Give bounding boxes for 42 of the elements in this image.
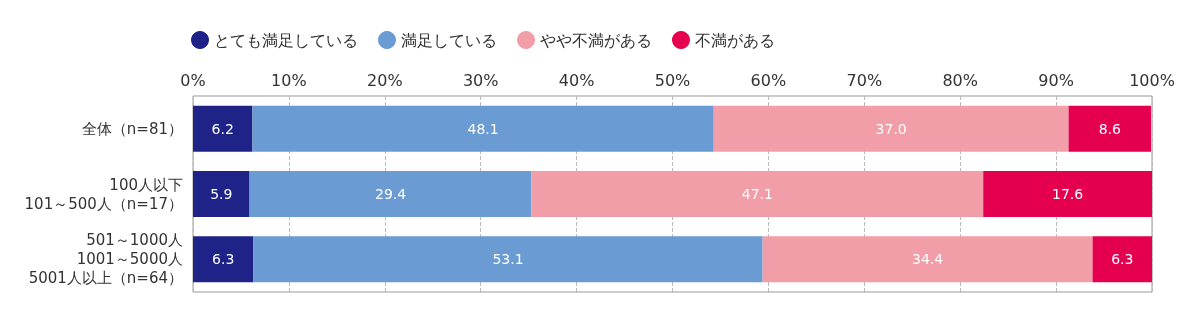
bar <box>1068 105 1152 152</box>
legend-label: やや不満がある <box>540 30 652 50</box>
bar <box>1092 236 1152 283</box>
legend-label: 不満がある <box>695 30 775 50</box>
y-tick-label: 全体（n=81） <box>81 119 183 138</box>
x-tick-label: 0% <box>180 70 206 90</box>
bar <box>193 171 250 217</box>
x-tick-label: 100% <box>1129 70 1175 90</box>
text: 17.6 <box>1052 186 1084 202</box>
text: 34.4 <box>912 251 944 268</box>
bar <box>253 236 763 283</box>
legend-label: 満足している <box>401 30 497 50</box>
text: 37.0 <box>875 120 907 137</box>
x-tick-label: 80% <box>942 70 978 90</box>
text: 53.1 <box>492 251 524 268</box>
text: 5.9 <box>210 186 233 202</box>
x-tick-label: 50% <box>654 70 691 90</box>
x-tick-label: 40% <box>558 70 595 90</box>
x-tick-label: 60% <box>750 70 787 90</box>
x-tick-label: 10% <box>271 70 307 90</box>
x-tick-label: 90% <box>1038 70 1074 90</box>
text: 6.2 <box>211 120 234 137</box>
y-tick-label: 100人以下 101～500人（n=17） <box>24 175 183 213</box>
bar <box>252 105 714 152</box>
text: 47.1 <box>741 186 773 202</box>
text: 29.4 <box>374 186 407 202</box>
bar <box>531 171 984 217</box>
y-tick-label: 501～1000人 1001～5000人 5001人以上（n=64） <box>28 231 183 288</box>
x-tick-label: 20% <box>367 70 403 90</box>
bar <box>193 105 253 152</box>
bar <box>713 105 1069 152</box>
bar <box>762 236 1093 283</box>
x-tick-label: 30% <box>462 70 499 90</box>
bar <box>193 236 254 283</box>
legend-label: とても満足している <box>214 30 358 50</box>
bar <box>983 171 1152 217</box>
text: 6.3 <box>1111 251 1134 268</box>
text: 8.6 <box>1098 120 1121 137</box>
bar <box>249 171 532 217</box>
x-tick-label: 70% <box>846 70 883 90</box>
text: 6.3 <box>212 251 235 268</box>
text: 48.1 <box>467 120 499 137</box>
